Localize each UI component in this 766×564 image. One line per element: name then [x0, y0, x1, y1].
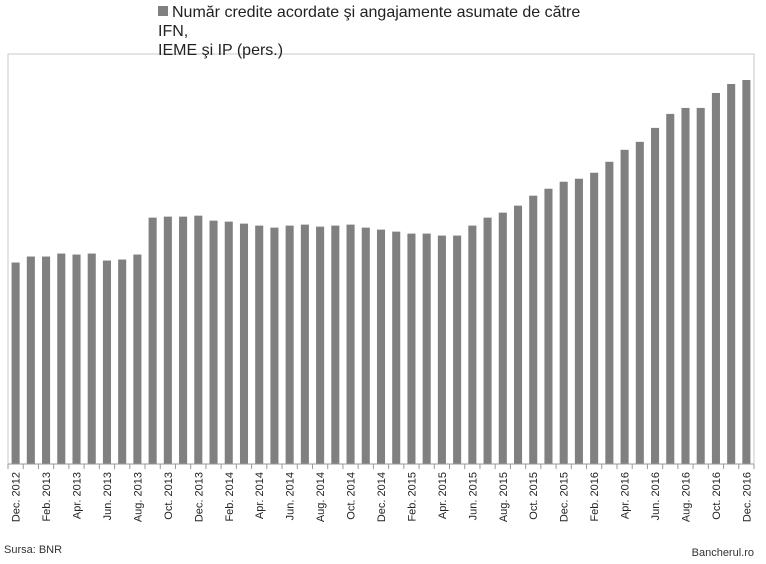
- x-tick-label: Oct. 2015: [528, 472, 540, 520]
- bar: [529, 195, 538, 464]
- x-tick-label: Dec. 2013: [193, 472, 205, 522]
- bar: [209, 220, 218, 464]
- bar: [285, 225, 294, 464]
- bar: [300, 224, 309, 464]
- bar: [87, 253, 96, 464]
- bar: [590, 172, 599, 464]
- bar: [681, 107, 690, 465]
- x-tick-label: Aug. 2015: [498, 472, 510, 522]
- bar: [118, 259, 127, 464]
- bar: [498, 212, 507, 464]
- x-tick-label: Dec. 2014: [376, 472, 388, 522]
- x-axis-tick-labels: Dec. 2012 Feb. 2013 Apr. 2013 Jun. 2013 Aug.…: [11, 472, 754, 522]
- bar: [316, 226, 325, 464]
- bar: [239, 223, 249, 464]
- bar: [620, 149, 629, 464]
- x-axis-ticks: [7, 464, 755, 469]
- x-tick-label: Jun. 2014: [285, 472, 297, 520]
- x-tick-label: Aug. 2014: [315, 472, 327, 522]
- bar: [544, 188, 553, 464]
- bar: [163, 216, 172, 464]
- x-tick-label: Jun. 2015: [467, 472, 479, 520]
- x-tick-label: Apr. 2015: [437, 472, 449, 519]
- bar: [513, 205, 523, 465]
- chart-legend: Număr credite acordate şi angajamente as…: [158, 3, 598, 60]
- bar: [148, 217, 157, 464]
- bar: [574, 178, 583, 465]
- legend-label-line1: Număr credite acordate şi angajamente as…: [158, 4, 581, 40]
- legend-line-1: Număr credite acordate şi angajamente as…: [158, 3, 598, 41]
- x-tick-label: Aug. 2013: [132, 472, 144, 522]
- bar: [711, 92, 720, 464]
- x-tick-label: Dec. 2012: [11, 472, 23, 522]
- bar: [407, 233, 416, 464]
- x-tick-label: Apr. 2013: [72, 472, 84, 519]
- bar: [102, 260, 111, 464]
- x-tick-label: Oct. 2013: [163, 472, 175, 520]
- x-tick-label: Feb. 2016: [589, 472, 601, 522]
- bar: [133, 254, 142, 464]
- x-tick-label: Apr. 2014: [254, 472, 266, 519]
- bar: [361, 227, 370, 464]
- bar: [666, 113, 675, 464]
- bar: [11, 262, 20, 464]
- x-tick-label: Dec. 2016: [741, 472, 753, 522]
- legend-swatch: [158, 6, 168, 16]
- bar: [392, 231, 401, 464]
- bar: [468, 225, 477, 464]
- x-tick-label: Aug. 2016: [680, 472, 692, 522]
- bar: [26, 256, 35, 464]
- bar: [224, 221, 233, 464]
- bar: [453, 235, 462, 464]
- x-tick-label: Oct. 2014: [346, 472, 358, 520]
- bar: [605, 161, 614, 465]
- bar: [696, 107, 705, 465]
- bar: [42, 256, 51, 464]
- x-tick-label: Jun. 2013: [102, 472, 114, 520]
- x-tick-label: Feb. 2015: [406, 472, 418, 522]
- legend-label-line2: IEME şi IP (pers.): [158, 42, 284, 59]
- bar: [742, 80, 751, 464]
- bar: [179, 216, 188, 464]
- bar: [422, 233, 431, 464]
- x-tick-label: Jun. 2016: [650, 472, 662, 520]
- x-tick-label: Feb. 2014: [224, 472, 236, 522]
- x-tick-label: Oct. 2016: [711, 472, 723, 520]
- x-tick-label: Dec. 2015: [559, 472, 571, 522]
- bar: [483, 217, 492, 464]
- bar: [255, 225, 264, 464]
- bar: [346, 224, 355, 464]
- bar: [437, 235, 446, 464]
- bar: [72, 254, 81, 464]
- source-note: Sursa: BNR: [4, 544, 63, 556]
- bar: [635, 141, 644, 464]
- bar: [57, 253, 66, 464]
- bar: [194, 215, 203, 464]
- bars-group: [11, 80, 751, 465]
- site-credit: Bancherul.ro: [691, 547, 754, 559]
- bar: [376, 229, 386, 464]
- bar: [331, 225, 340, 464]
- bar: [559, 181, 568, 465]
- bar: [651, 127, 660, 464]
- bar: [727, 83, 736, 465]
- x-tick-label: Apr. 2016: [620, 472, 632, 519]
- bar: [270, 227, 279, 464]
- x-tick-label: Feb. 2013: [41, 472, 53, 522]
